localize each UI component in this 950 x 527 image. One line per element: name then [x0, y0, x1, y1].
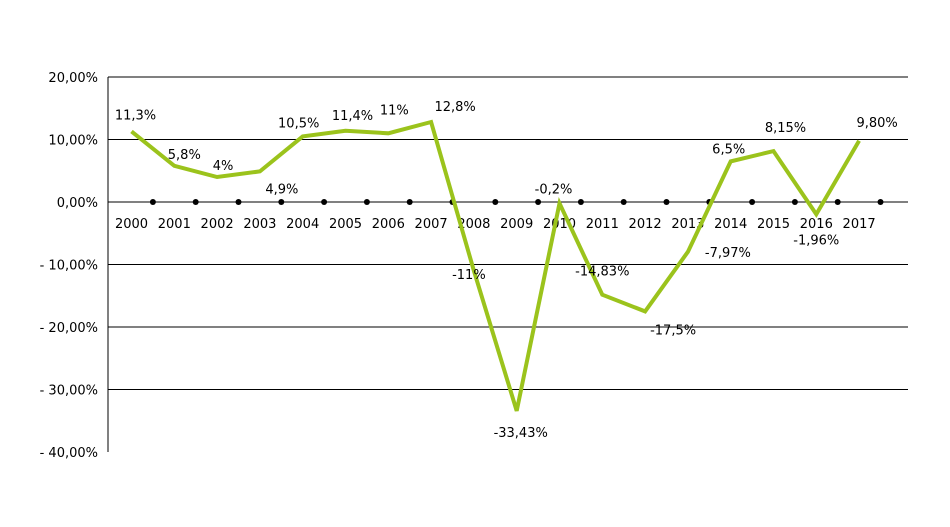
- x-tick-label: 2017: [843, 217, 876, 232]
- series-line-group: [130, 119, 861, 412]
- data-label: -33,43%: [494, 426, 548, 441]
- zero-line-marker: [235, 199, 242, 205]
- y-tick-labels: 20,00% 10,00% 0,00% - 10,00% - 20,00% - 30,00…: [40, 71, 98, 461]
- x-tick-label: 2015: [757, 217, 790, 232]
- zero-line-marker: [492, 199, 499, 205]
- data-label: -14,83%: [575, 265, 629, 280]
- zero-line-marker: [363, 199, 370, 205]
- x-tick-label: 2005: [329, 217, 362, 232]
- data-label: 11,3%: [115, 108, 156, 123]
- zero-line-marker: [749, 199, 756, 205]
- data-label: 9,80%: [856, 116, 897, 131]
- x-tick-label: 2006: [372, 217, 405, 232]
- zero-line-marker: [663, 199, 670, 205]
- x-tick-label: 2016: [800, 217, 833, 232]
- data-label: 10,5%: [278, 116, 319, 131]
- zero-line-marker: [278, 199, 285, 205]
- x-tick-labels: 2000 2001 2002 2003 2004 2005 2006 2007 2008 2009…: [115, 217, 876, 232]
- x-tick-label: 2004: [286, 217, 319, 232]
- series-line: [130, 119, 861, 412]
- x-tick-label: 2001: [158, 217, 191, 232]
- data-label: 6,5%: [712, 142, 745, 157]
- y-tick-label: - 40,00%: [40, 446, 98, 461]
- data-label: 4%: [213, 159, 234, 174]
- data-label: 5,8%: [168, 148, 201, 163]
- y-tick-label: 20,00%: [48, 71, 98, 86]
- zero-line-marker: [535, 199, 542, 205]
- x-tick-label: 2014: [714, 217, 747, 232]
- data-label: 4,9%: [265, 182, 298, 197]
- data-label: 12,8%: [434, 100, 475, 115]
- x-tick-label: 2008: [457, 217, 490, 232]
- x-tick-label: 2002: [201, 217, 234, 232]
- zero-line-marker: [877, 199, 884, 205]
- y-tick-label: 0,00%: [57, 196, 98, 211]
- data-label: -17,5%: [650, 323, 696, 338]
- zero-line-marker: [620, 199, 627, 205]
- x-tick-label: 2000: [115, 217, 148, 232]
- y-tick-label: - 20,00%: [40, 321, 98, 336]
- zero-line-marker: [406, 199, 413, 205]
- zero-line-marker: [321, 199, 328, 205]
- x-tick-label: 2011: [586, 217, 619, 232]
- x-tick-label: 2012: [629, 217, 662, 232]
- data-label: -1,96%: [793, 233, 839, 248]
- y-tick-label: 10,00%: [48, 134, 98, 149]
- zero-line-marker: [791, 199, 798, 205]
- data-label: 11%: [380, 103, 409, 118]
- data-label: 11,4%: [332, 109, 373, 124]
- x-tick-label: 2009: [500, 217, 533, 232]
- data-labels: 11,3% 5,8% 4% 4,9% 10,5% 11,4% 11% 12,8% -11% -33…: [115, 100, 898, 441]
- zero-line-marker: [192, 199, 199, 205]
- data-label: -11%: [452, 268, 486, 283]
- x-tick-label: 2013: [671, 217, 704, 232]
- zero-line-marker: [577, 199, 584, 205]
- zero-line-marker: [149, 199, 156, 205]
- y-tick-label: - 30,00%: [40, 384, 98, 399]
- data-label: -7,97%: [705, 246, 751, 261]
- y-tick-label: - 10,00%: [40, 259, 98, 274]
- zero-line-marker: [834, 199, 841, 205]
- x-tick-label: 2007: [415, 217, 448, 232]
- data-label: 8,15%: [765, 121, 806, 136]
- data-label: -0,2%: [535, 182, 573, 197]
- x-tick-label: 2003: [243, 217, 276, 232]
